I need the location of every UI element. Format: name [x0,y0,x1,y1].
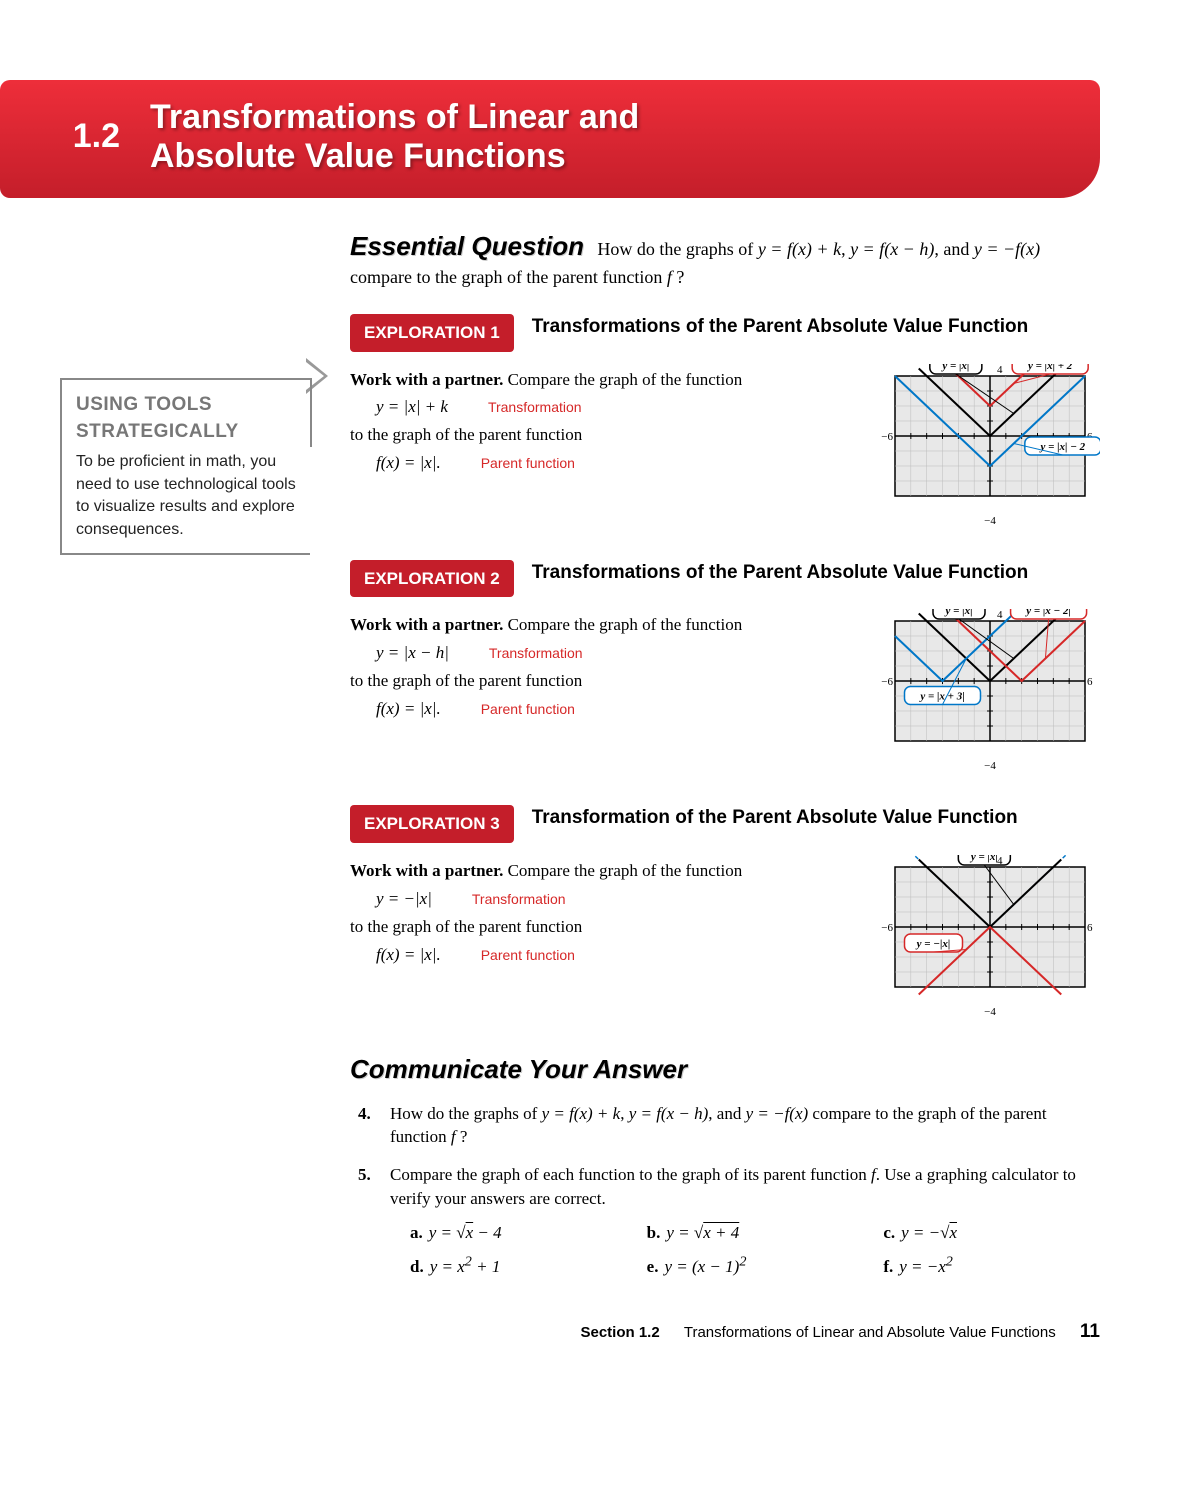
exploration-1: EXPLORATION 1 Transformations of the Par… [350,314,1100,532]
essential-heading: Essential Question [350,231,584,261]
svg-text:6: 6 [1087,922,1093,934]
svg-text:4: 4 [997,855,1003,867]
section-banner: 1.2 Transformations of Linear and Absolu… [0,80,1100,198]
exploration-text: Work with a partner. Compare the graph o… [350,855,856,970]
exploration-text: Work with a partner. Compare the graph o… [350,609,856,724]
exploration-3: EXPLORATION 3 Transformation of the Pare… [350,805,1100,1023]
svg-text:y = |x|: y = |x| [969,855,998,863]
svg-text:−4: −4 [984,515,996,527]
svg-text:6: 6 [1087,676,1093,688]
sidebar-text: To be proficient in math, you need to us… [76,451,300,541]
exploration-title: Transformation of the Parent Absolute Va… [532,805,1018,832]
exploration-2: EXPLORATION 2 Transformations of the Par… [350,560,1100,778]
svg-text:y = |x| + 2: y = |x| + 2 [1026,364,1073,372]
svg-text:−4: −4 [984,760,996,772]
sub-question: f.y = −x2 [883,1253,1100,1279]
section-title: Transformations of Linear and Absolute V… [150,98,639,176]
svg-text:y = |x|: y = |x| [940,364,969,372]
svg-text:y = |x − 2|: y = |x − 2| [1024,609,1071,617]
sidebar-callout: USING TOOLS STRATEGICALLY To be proficie… [60,378,310,555]
exploration-title: Transformations of the Parent Absolute V… [532,314,1029,341]
footer-section-name: Transformations of Linear and Absolute V… [684,1324,1056,1341]
exploration-chart: −6 6 −4 y = |x| y = |x − 2| y = |x + 3| 4 [880,609,1100,777]
essential-question: Essential Question How do the graphs of … [350,228,1100,290]
svg-text:y = −|x|: y = −|x| [915,938,951,950]
sidebar-title: USING TOOLS STRATEGICALLY [76,392,300,445]
sub-question: a.y = √x − 4 [410,1221,627,1245]
svg-text:−6: −6 [881,922,893,934]
footer-section-label: Section 1.2 [580,1324,659,1341]
question: 5.Compare the graph of each function to … [358,1163,1100,1279]
exploration-text: Work with a partner. Compare the graph o… [350,364,856,479]
svg-text:−6: −6 [881,431,893,443]
svg-text:4: 4 [997,609,1003,621]
exploration-chart: −6 6 −4 y = |x| y = −|x| 4 [880,855,1100,1023]
communicate-heading: Communicate Your Answer [350,1051,1100,1087]
communicate-questions: 4.How do the graphs of y = f(x) + k, y =… [350,1102,1100,1279]
sub-question: d.y = x2 + 1 [410,1253,627,1279]
footer-page-number: 11 [1080,1321,1100,1342]
svg-text:y = |x|: y = |x| [944,609,973,617]
exploration-chart: −66−4y = |x|y = |x| + 2y = |x| − 24 [880,364,1100,532]
svg-text:−4: −4 [984,1006,996,1018]
svg-text:y = |x + 3|: y = |x + 3| [918,691,964,703]
section-number: 1.2 [30,113,120,161]
exploration-badge: EXPLORATION 2 [350,560,514,598]
page-footer: Section 1.2 Transformations of Linear an… [350,1319,1100,1346]
exploration-badge: EXPLORATION 1 [350,314,514,352]
svg-text:−6: −6 [881,676,893,688]
sub-question: b.y = √x + 4 [647,1221,864,1245]
exploration-badge: EXPLORATION 3 [350,805,514,843]
sub-question: e.y = (x − 1)2 [647,1253,864,1279]
exploration-title: Transformations of the Parent Absolute V… [532,560,1029,587]
svg-text:4: 4 [997,364,1003,376]
question: 4.How do the graphs of y = f(x) + k, y =… [358,1102,1100,1150]
sub-question: c.y = −√x [883,1221,1100,1245]
